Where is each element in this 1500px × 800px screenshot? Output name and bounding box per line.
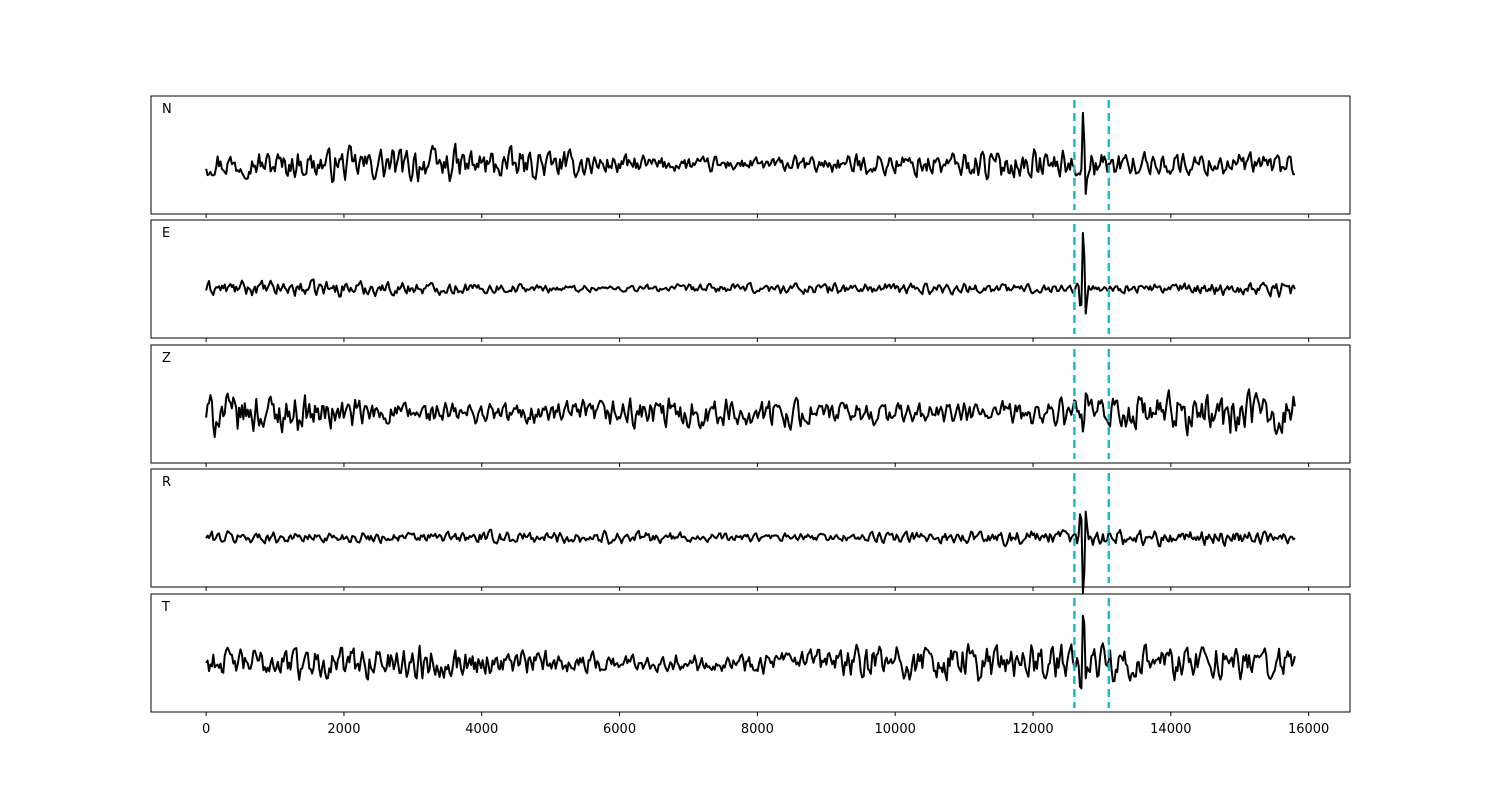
x-tick-label: 16000 xyxy=(1288,722,1329,737)
x-tick-label: 0 xyxy=(202,722,210,737)
panel-frame xyxy=(150,593,1351,713)
waveform-trace xyxy=(205,510,1296,594)
panel-e: E xyxy=(150,219,1351,342)
panel-label: T xyxy=(161,600,170,615)
panel-frame xyxy=(150,219,1351,339)
panel-frame xyxy=(150,95,1351,215)
x-tick-label: 10000 xyxy=(875,722,916,737)
waveform-trace xyxy=(205,388,1296,438)
panel-frame xyxy=(150,344,1351,464)
panel-label: E xyxy=(162,226,170,241)
panel-t: T xyxy=(150,593,1351,716)
x-tick-label: 2000 xyxy=(327,722,360,737)
panel-n: N xyxy=(150,95,1351,218)
waveform-trace xyxy=(205,614,1296,690)
x-tick-label: 12000 xyxy=(1012,722,1053,737)
x-tick-label: 14000 xyxy=(1150,722,1191,737)
panel-label: N xyxy=(162,102,172,117)
x-tick-label: 6000 xyxy=(603,722,636,737)
x-axis: 0 2000 4000 6000 8000 10000 12000 14000 16000 xyxy=(202,722,1329,737)
x-tick-label: 4000 xyxy=(465,722,498,737)
panel-z: Z xyxy=(150,344,1351,467)
panel-label: Z xyxy=(162,351,171,366)
waveform-trace xyxy=(205,232,1296,315)
panel-label: R xyxy=(162,475,171,490)
panel-r: R xyxy=(150,468,1351,594)
x-tick-label: 8000 xyxy=(741,722,774,737)
panels: N E Z R T xyxy=(150,95,1351,716)
waveform-trace xyxy=(205,111,1295,195)
panel-frame xyxy=(150,468,1351,588)
